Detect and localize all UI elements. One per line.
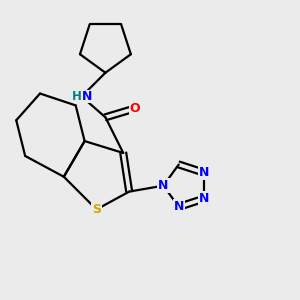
Text: N: N (158, 179, 169, 192)
Text: N: N (199, 192, 209, 205)
Text: O: O (130, 102, 140, 115)
Text: H: H (72, 90, 82, 103)
Text: S: S (92, 203, 101, 216)
Text: N: N (82, 90, 92, 103)
Text: N: N (174, 200, 184, 213)
Text: N: N (199, 166, 209, 179)
